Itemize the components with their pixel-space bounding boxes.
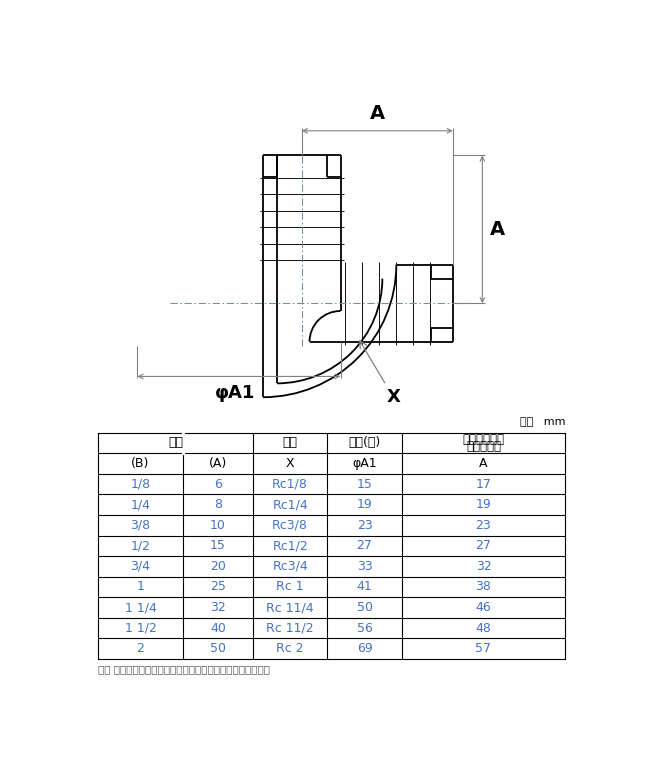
Text: 50: 50 [210, 642, 226, 655]
Text: 8: 8 [214, 498, 222, 511]
Text: A: A [369, 104, 385, 123]
Text: 1/8: 1/8 [131, 478, 151, 490]
Text: 10: 10 [210, 518, 226, 532]
Text: X: X [360, 341, 400, 406]
Text: 1: 1 [137, 580, 144, 594]
Text: 27: 27 [476, 540, 492, 552]
Text: 25: 25 [210, 580, 226, 594]
Text: φA1: φA1 [215, 384, 256, 402]
Text: 23: 23 [476, 518, 491, 532]
Text: 1/4: 1/4 [131, 498, 151, 511]
Text: 33: 33 [356, 560, 373, 573]
Text: 40: 40 [210, 622, 226, 635]
Text: 19: 19 [476, 498, 491, 511]
Text: までの距離: までの距離 [466, 440, 501, 453]
Text: 27: 27 [356, 540, 373, 552]
Text: 19: 19 [356, 498, 373, 511]
Text: Rc 11/4: Rc 11/4 [267, 601, 314, 614]
Text: 中心から端面: 中心から端面 [463, 433, 505, 447]
Text: 3/8: 3/8 [131, 518, 151, 532]
Text: Rc1/4: Rc1/4 [272, 498, 308, 511]
Text: X: X [286, 457, 294, 470]
Text: 2: 2 [137, 642, 144, 655]
Text: 56: 56 [356, 622, 373, 635]
Text: 15: 15 [210, 540, 226, 552]
Text: (A): (A) [209, 457, 227, 470]
Text: ねじ: ねじ [283, 436, 298, 450]
Text: A: A [479, 457, 488, 470]
Text: Rc1/8: Rc1/8 [272, 478, 308, 490]
Text: 57: 57 [476, 642, 492, 655]
Text: 1 1/2: 1 1/2 [125, 622, 157, 635]
Text: 単位   mm: 単位 mm [520, 418, 565, 427]
Text: 20: 20 [210, 560, 226, 573]
Text: 23: 23 [356, 518, 373, 532]
Text: A: A [490, 220, 505, 239]
Text: Rc 2: Rc 2 [276, 642, 304, 655]
Text: 48: 48 [476, 622, 492, 635]
Text: 41: 41 [356, 580, 373, 594]
Text: 17: 17 [476, 478, 492, 490]
Text: 注） 記載内容については予告なく変更することがあります。: 注） 記載内容については予告なく変更することがあります。 [98, 665, 270, 674]
Text: 46: 46 [476, 601, 491, 614]
Text: 3/4: 3/4 [131, 560, 151, 573]
Text: (B): (B) [131, 457, 149, 470]
Text: 38: 38 [476, 580, 492, 594]
Text: 1 1/4: 1 1/4 [125, 601, 157, 614]
Text: Rc3/8: Rc3/8 [272, 518, 308, 532]
Text: φA1: φA1 [352, 457, 377, 470]
Text: 呼び: 呼び [168, 436, 183, 450]
Text: Rc 1: Rc 1 [276, 580, 304, 594]
Text: 50: 50 [356, 601, 373, 614]
Text: 1/2: 1/2 [131, 540, 151, 552]
Text: 69: 69 [356, 642, 373, 655]
Text: Rc1/2: Rc1/2 [272, 540, 308, 552]
Text: Rc3/4: Rc3/4 [272, 560, 308, 573]
Text: 32: 32 [476, 560, 491, 573]
Text: 外径(約): 外径(約) [348, 436, 380, 450]
Text: 6: 6 [214, 478, 222, 490]
Text: 32: 32 [210, 601, 226, 614]
Text: Rc 11/2: Rc 11/2 [267, 622, 314, 635]
Text: 15: 15 [356, 478, 373, 490]
